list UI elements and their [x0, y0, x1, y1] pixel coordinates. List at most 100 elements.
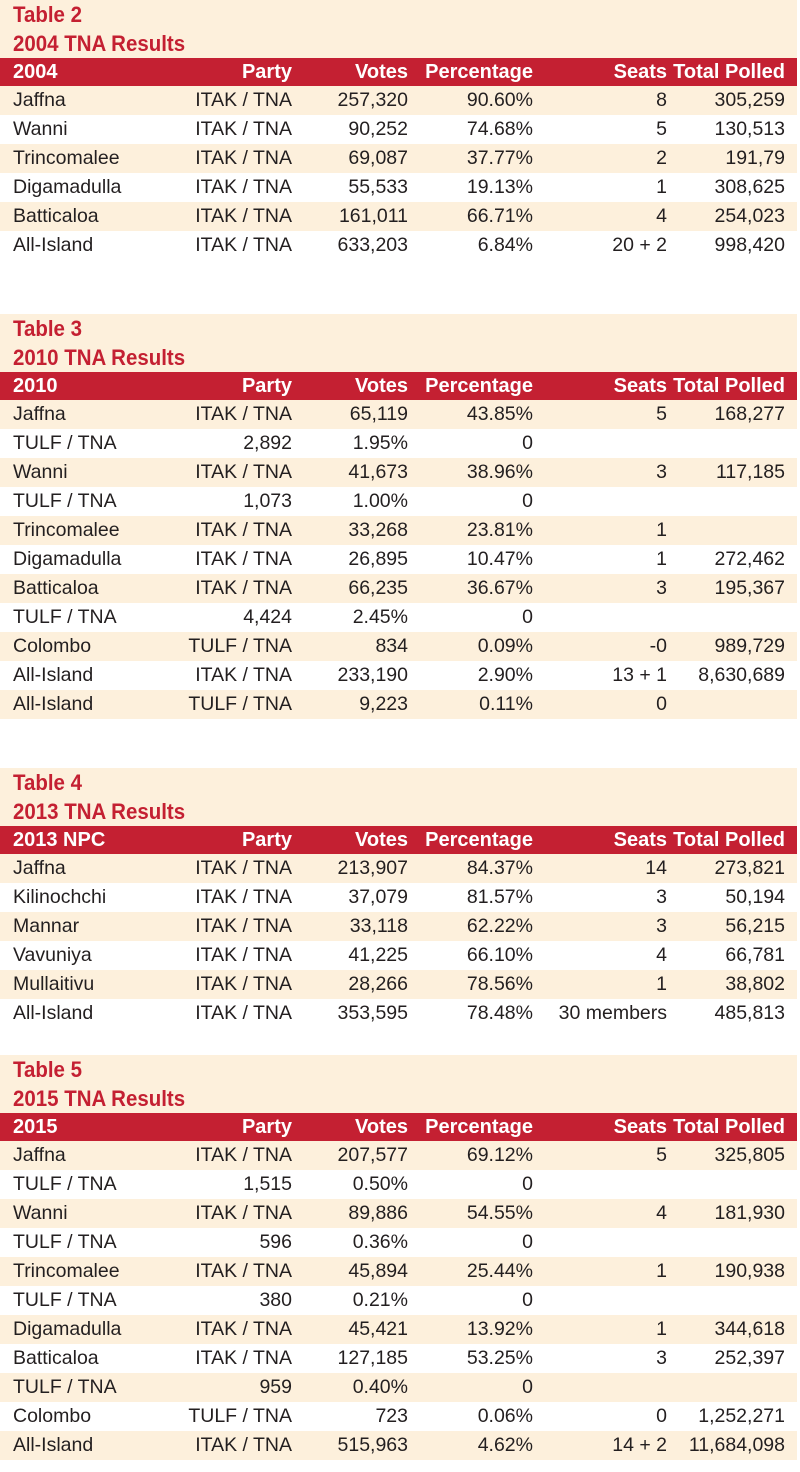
row-district-cell: All-Island: [13, 693, 94, 715]
row-total-polled-cell: 195,367: [714, 577, 786, 599]
row-party-cell: ITAK / TNA: [195, 944, 292, 966]
row-percentage-cell: 0.06%: [477, 1405, 533, 1427]
row-district-cell: Digamadulla: [13, 1318, 122, 1340]
table-row: Batticaloa ITAK / TNA 66,235 36.67% 3 195,367: [0, 574, 797, 603]
row-seats-cell: 30 members: [558, 1002, 667, 1024]
table-row: Batticaloa ITAK / TNA 161,011 66.71% 4 254,02…: [0, 202, 797, 231]
row-percentage-cell: 43.85%: [466, 403, 533, 425]
row-votes-cell: 213,907: [337, 857, 409, 879]
row-district-cell: All-Island: [13, 1434, 94, 1456]
table-5-title-block: Table 5 2015 TNA Results: [0, 1055, 797, 1113]
row-district-cell: Jaffna: [13, 1144, 66, 1166]
row-district-cell: Vavuniya: [13, 944, 92, 966]
row-votes-cell: 33,268: [348, 519, 408, 541]
table-row: TULF / TNA 1,073 1.00% 0: [0, 487, 797, 516]
row-votes-cell: 66,235: [348, 577, 408, 599]
table-spacer: [0, 719, 797, 755]
header-first-col: 2004: [13, 61, 58, 83]
row-total-polled-cell: 1,252,271: [698, 1405, 785, 1427]
results-table: 2013 NPC Party Votes Percentage Seats Total P…: [0, 826, 797, 1046]
row-percentage-cell: 1.95%: [352, 432, 408, 454]
table-row: TULF / TNA 596 0.36% 0: [0, 1228, 797, 1257]
table-row: All-Island ITAK / TNA 233,190 2.90% 13 + 1 8,…: [0, 661, 797, 690]
row-district-cell: Batticaloa: [13, 205, 99, 227]
row-party-cell: TULF / TNA: [188, 1405, 292, 1427]
row-votes-cell: 9,223: [359, 693, 408, 715]
row-votes-cell: 1,515: [243, 1173, 292, 1195]
row-seats-cell: 0: [522, 606, 533, 628]
row-votes-cell: 90,252: [348, 118, 408, 140]
row-district-cell: Jaffna: [13, 403, 66, 425]
table-row: All-Island ITAK / TNA 515,963 4.62% 14 + 2 11…: [0, 1431, 797, 1460]
row-total-polled-cell: 252,397: [714, 1347, 786, 1369]
row-district-cell: Wanni: [13, 118, 68, 140]
row-votes-cell: 233,190: [337, 664, 409, 686]
row-seats-cell: 5: [656, 403, 667, 425]
row-votes-cell: 834: [375, 635, 408, 657]
row-seats-cell: 1: [656, 973, 667, 995]
table-row: Digamadulla ITAK / TNA 26,895 10.47% 1 272,46…: [0, 545, 797, 574]
row-total-polled-cell: 168,277: [714, 403, 786, 425]
row-total-polled-cell: 272,462: [714, 548, 786, 570]
table-row: Digamadulla ITAK / TNA 55,533 19.13% 1 308,62…: [0, 173, 797, 202]
row-party-cell: ITAK / TNA: [195, 205, 292, 227]
row-seats-cell: 0: [522, 1376, 533, 1398]
row-party-cell: ITAK / TNA: [195, 176, 292, 198]
row-party-cell: ITAK / TNA: [195, 1144, 292, 1166]
row-district-cell: Digamadulla: [13, 548, 122, 570]
row-seats-cell: 0: [656, 1405, 667, 1427]
row-party-cell: TULF / TNA: [13, 1231, 117, 1253]
header-total-polled: Total Polled: [673, 61, 785, 83]
header-first-col: 2010: [13, 375, 58, 397]
row-votes-cell: 207,577: [337, 1144, 409, 1166]
row-seats-cell: 14: [645, 857, 667, 879]
table-row: TULF / TNA 380 0.21% 0: [0, 1286, 797, 1315]
row-seats-cell: 5: [656, 118, 667, 140]
row-votes-cell: 1,073: [243, 490, 292, 512]
row-total-polled-cell: 191,79: [725, 147, 785, 169]
row-votes-cell: 65,119: [349, 403, 408, 425]
row-votes-cell: 37,079: [348, 886, 408, 908]
row-votes-cell: 89,886: [348, 1202, 408, 1224]
row-votes-cell: 69,087: [348, 147, 408, 169]
table-row: Trincomalee ITAK / TNA 33,268 23.81% 1: [0, 516, 797, 545]
row-percentage-cell: 53.25%: [466, 1347, 533, 1369]
row-party-cell: ITAK / TNA: [195, 857, 292, 879]
row-votes-cell: 380: [259, 1289, 292, 1311]
row-total-polled-cell: 273,821: [714, 857, 786, 879]
row-percentage-cell: 19.13%: [466, 176, 533, 198]
row-party-cell: ITAK / TNA: [195, 1202, 292, 1224]
row-seats-cell: 1: [656, 1318, 667, 1340]
row-percentage-cell: 0.09%: [477, 635, 533, 657]
row-seats-cell: 0: [522, 1289, 533, 1311]
row-district-cell: Digamadulla: [13, 176, 122, 198]
row-percentage-cell: 36.67%: [466, 577, 533, 599]
table-spacer: [0, 260, 797, 296]
row-seats-cell: 4: [656, 1202, 667, 1224]
row-party-cell: ITAK / TNA: [195, 915, 292, 937]
row-seats-cell: 0: [522, 490, 533, 512]
row-district-cell: All-Island: [13, 664, 94, 686]
results-table: 2010 Party Votes Percentage Seats Total Polle…: [0, 372, 797, 755]
row-seats-cell: 13 + 1: [612, 664, 667, 686]
row-party-cell: TULF / TNA: [13, 1289, 117, 1311]
row-party-cell: TULF / TNA: [13, 490, 117, 512]
row-seats-cell: -0: [649, 635, 667, 657]
table-row: Batticaloa ITAK / TNA 127,185 53.25% 3 252,39…: [0, 1344, 797, 1373]
row-total-polled-cell: 325,805: [714, 1144, 786, 1166]
row-votes-cell: 55,533: [348, 176, 408, 198]
row-percentage-cell: 10.47%: [466, 548, 533, 570]
row-percentage-cell: 0.40%: [352, 1376, 408, 1398]
header-party: Party: [241, 61, 292, 83]
row-party-cell: ITAK / TNA: [195, 147, 292, 169]
row-percentage-cell: 81.57%: [466, 886, 533, 908]
table-row: Trincomalee ITAK / TNA 69,087 37.77% 2 191,79: [0, 144, 797, 173]
row-party-cell: TULF / TNA: [13, 1376, 117, 1398]
table-row: Jaffna ITAK / TNA 213,907 84.37% 14 273,821: [0, 854, 797, 883]
table-row: Colombo TULF / TNA 723 0.06% 0 1,252,271: [0, 1402, 797, 1431]
row-total-polled-cell: 989,729: [714, 635, 786, 657]
row-total-polled-cell: 308,625: [714, 176, 786, 198]
row-district-cell: Jaffna: [13, 89, 66, 111]
row-seats-cell: 0: [656, 693, 667, 715]
row-district-cell: Jaffna: [13, 857, 66, 879]
